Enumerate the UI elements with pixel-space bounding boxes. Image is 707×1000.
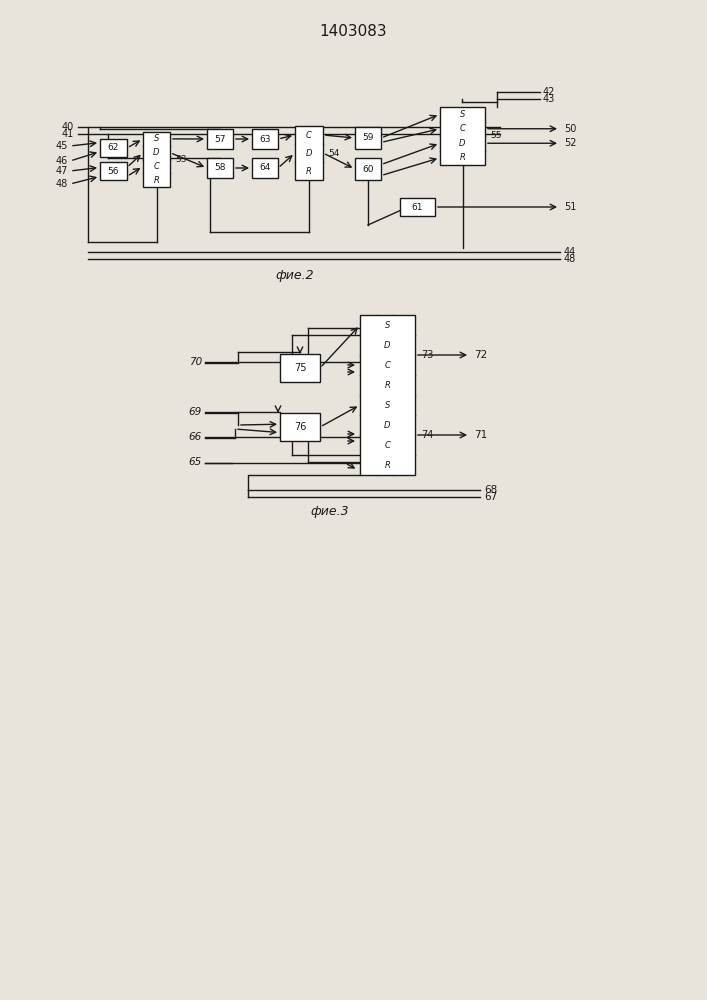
Text: 68: 68	[484, 485, 497, 495]
Text: R: R	[153, 176, 160, 185]
Text: 63: 63	[259, 134, 271, 143]
Text: 70: 70	[189, 357, 202, 367]
Text: C: C	[385, 440, 390, 450]
Text: 59: 59	[362, 133, 374, 142]
Text: C: C	[385, 360, 390, 369]
Text: 61: 61	[411, 202, 423, 212]
Text: 62: 62	[107, 143, 119, 152]
Text: 66: 66	[189, 432, 202, 442]
Bar	[143, 132, 170, 187]
Bar	[355, 127, 381, 149]
Text: C: C	[460, 124, 465, 133]
Text: 65: 65	[189, 457, 202, 467]
Text: 42: 42	[543, 87, 556, 97]
Text: C: C	[306, 130, 312, 139]
Text: 67: 67	[484, 492, 497, 502]
Text: R: R	[306, 166, 312, 176]
Bar	[280, 413, 320, 441]
Text: 74: 74	[421, 430, 433, 440]
Text: 46: 46	[56, 156, 68, 166]
Text: S: S	[385, 320, 390, 330]
Text: 75: 75	[293, 363, 306, 373]
Text: 73: 73	[421, 350, 433, 360]
Text: 1403083: 1403083	[319, 24, 387, 39]
Text: 55: 55	[490, 131, 501, 140]
Text: D: D	[460, 139, 466, 148]
Text: D: D	[153, 148, 160, 157]
Text: D: D	[305, 148, 312, 157]
Bar	[400, 198, 435, 216]
Text: 52: 52	[564, 138, 576, 148]
Text: D: D	[384, 420, 391, 430]
Text: 50: 50	[564, 124, 576, 134]
Text: 69: 69	[189, 407, 202, 417]
Text: 64: 64	[259, 163, 271, 172]
Bar	[252, 158, 278, 178]
Text: 43: 43	[543, 94, 555, 104]
Text: 56: 56	[107, 166, 119, 176]
Bar	[360, 315, 415, 475]
Text: 51: 51	[564, 202, 576, 212]
Bar	[207, 129, 233, 149]
Text: 47: 47	[56, 166, 68, 176]
Text: 58: 58	[214, 163, 226, 172]
Text: 40: 40	[62, 122, 74, 132]
Bar	[355, 158, 381, 180]
Text: фие.3: фие.3	[310, 506, 349, 518]
Text: 53: 53	[175, 155, 187, 164]
Text: 71: 71	[474, 430, 487, 440]
Text: C: C	[153, 162, 160, 171]
Bar	[100, 162, 127, 180]
Text: 48: 48	[564, 254, 576, 264]
Text: S: S	[460, 110, 465, 119]
Text: S: S	[385, 400, 390, 410]
Text: 45: 45	[56, 141, 68, 151]
Text: 76: 76	[294, 422, 306, 432]
Text: 54: 54	[328, 148, 339, 157]
Text: R: R	[385, 460, 390, 470]
Text: 60: 60	[362, 164, 374, 174]
Text: 44: 44	[564, 247, 576, 257]
Bar	[280, 354, 320, 382]
Bar	[207, 158, 233, 178]
Text: 48: 48	[56, 179, 68, 189]
Text: фие.2: фие.2	[276, 268, 315, 282]
Bar	[295, 126, 323, 180]
Text: R: R	[460, 153, 465, 162]
Text: 57: 57	[214, 134, 226, 143]
Text: R: R	[385, 380, 390, 389]
Text: D: D	[384, 340, 391, 350]
Text: 72: 72	[474, 350, 487, 360]
Text: S: S	[154, 134, 159, 143]
Bar	[100, 139, 127, 157]
Bar	[440, 107, 485, 165]
Text: 41: 41	[62, 129, 74, 139]
Bar	[252, 129, 278, 149]
